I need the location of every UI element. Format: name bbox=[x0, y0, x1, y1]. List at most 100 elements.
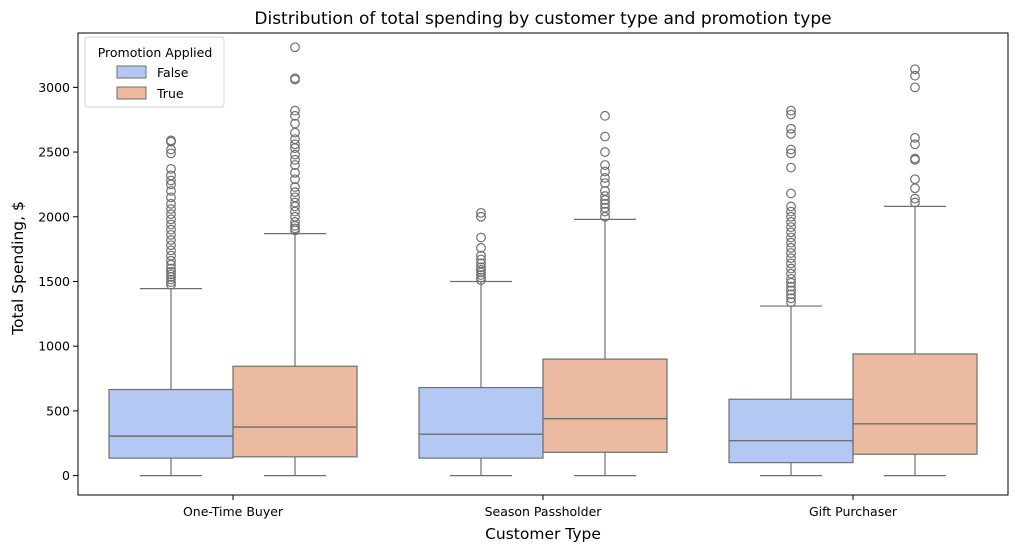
outlier-point-false bbox=[166, 229, 176, 240]
outlier-point-true bbox=[290, 223, 300, 234]
outlier-point-false bbox=[166, 274, 176, 285]
outlier-point-true bbox=[290, 149, 300, 160]
outlier-point-false bbox=[786, 237, 796, 248]
outlier-point-false bbox=[786, 248, 796, 258]
outlier-point-false bbox=[166, 175, 176, 186]
outlier-point-false bbox=[786, 232, 796, 243]
outlier-point-true bbox=[600, 131, 610, 142]
y-tick-label: 2000 bbox=[38, 209, 70, 224]
outlier-point-false bbox=[166, 214, 176, 225]
x-tick-label: Gift Purchaser bbox=[809, 504, 898, 519]
outlier-point-true bbox=[910, 70, 920, 81]
outlier-point-true bbox=[600, 185, 610, 196]
outlier-point-false bbox=[476, 270, 486, 280]
outlier-point-true bbox=[910, 193, 920, 204]
outlier-point-false bbox=[786, 293, 796, 304]
outlier-point-false bbox=[476, 275, 486, 286]
outlier-point-false bbox=[786, 109, 796, 120]
outlier-point-false bbox=[786, 297, 796, 308]
outlier-point-true bbox=[600, 191, 610, 201]
outlier-point-false bbox=[786, 201, 796, 212]
outlier-point-false bbox=[166, 235, 176, 245]
outlier-point-false bbox=[166, 170, 176, 181]
outlier-point-false bbox=[476, 207, 486, 218]
outlier-point-false bbox=[476, 250, 486, 261]
outlier-point-true bbox=[290, 127, 300, 138]
outlier-point-false bbox=[166, 240, 176, 251]
legend-swatch-true bbox=[116, 86, 147, 100]
outlier-point-false bbox=[786, 242, 796, 253]
outlier-point-false bbox=[476, 262, 486, 273]
outlier-point-true bbox=[600, 147, 610, 157]
outlier-point-false bbox=[166, 209, 176, 220]
box-true bbox=[852, 353, 978, 455]
chart-title: Distribution of total spending by custom… bbox=[254, 9, 831, 29]
outlier-point-true bbox=[290, 187, 300, 198]
outlier-point-false bbox=[166, 277, 176, 288]
outlier-point-false bbox=[166, 224, 176, 235]
y-tick-label: 0 bbox=[62, 468, 70, 483]
outlier-point-false bbox=[166, 266, 176, 277]
box-true bbox=[542, 358, 668, 453]
y-tick-label: 1000 bbox=[38, 339, 70, 354]
outlier-point-true bbox=[290, 174, 300, 185]
outlier-point-false bbox=[786, 289, 796, 300]
outlier-point-false bbox=[476, 211, 486, 222]
outlier-point-false bbox=[166, 255, 176, 266]
outlier-point-false bbox=[786, 123, 796, 134]
outlier-point-true bbox=[600, 166, 610, 177]
outlier-point-true bbox=[910, 183, 920, 194]
outlier-point-false bbox=[786, 105, 796, 116]
outlier-point-true bbox=[600, 198, 610, 209]
x-tick-label: One-Time Buyer bbox=[183, 504, 284, 519]
legend-swatch-false bbox=[116, 65, 147, 79]
outlier-point-true bbox=[600, 173, 610, 183]
outlier-point-false bbox=[166, 163, 176, 174]
outlier-point-true bbox=[290, 110, 300, 121]
legend-title: Promotion Applied bbox=[98, 45, 213, 60]
outlier-point-false bbox=[786, 206, 796, 217]
outlier-point-true bbox=[600, 202, 610, 213]
outlier-point-false bbox=[786, 217, 796, 227]
outlier-point-false bbox=[166, 148, 176, 159]
outlier-point-false bbox=[786, 273, 796, 284]
outlier-point-false bbox=[786, 268, 796, 279]
outlier-point-true bbox=[910, 82, 920, 93]
outlier-point-false bbox=[166, 192, 176, 203]
outlier-point-false bbox=[786, 281, 796, 292]
outlier-point-false bbox=[786, 129, 796, 139]
outlier-point-false bbox=[166, 135, 176, 146]
y-axis-label: Total Spending, $ bbox=[9, 201, 27, 336]
outlier-point-false bbox=[166, 269, 176, 280]
outlier-point-false bbox=[786, 222, 796, 233]
box-true bbox=[232, 365, 358, 458]
legend-entry-true: True bbox=[156, 86, 184, 101]
plot-frame bbox=[77, 32, 1009, 496]
outlier-point-true bbox=[290, 197, 300, 208]
outlier-point-true bbox=[290, 139, 300, 150]
outlier-point-false bbox=[476, 258, 486, 269]
y-tick-label: 500 bbox=[46, 403, 70, 418]
outlier-point-false bbox=[166, 185, 176, 196]
outlier-point-true bbox=[910, 197, 920, 208]
outlier-point-false bbox=[786, 188, 796, 199]
outlier-point-true bbox=[290, 217, 300, 227]
outlier-point-false bbox=[476, 242, 486, 253]
outlier-point-true bbox=[910, 132, 920, 143]
plot-area: 0 500 1000 1500 2000 2500 3000 One-Time Buyer Se… bbox=[38, 32, 1009, 519]
outlier-point-false bbox=[786, 227, 796, 238]
outlier-point-true bbox=[290, 182, 300, 192]
outlier-point-true bbox=[600, 110, 610, 121]
x-axis-label: Customer Type bbox=[485, 525, 601, 543]
outlier-point-true bbox=[290, 118, 300, 129]
outlier-point-false bbox=[786, 253, 796, 264]
outlier-point-false bbox=[476, 264, 486, 275]
legend: Promotion Applied False True bbox=[84, 36, 225, 108]
outlier-point-true bbox=[290, 167, 300, 178]
outlier-point-true bbox=[910, 174, 920, 185]
outlier-point-false bbox=[786, 144, 796, 155]
outlier-point-true bbox=[910, 64, 920, 75]
legend-entry-false: False bbox=[157, 65, 189, 80]
outlier-point-false bbox=[166, 204, 176, 214]
